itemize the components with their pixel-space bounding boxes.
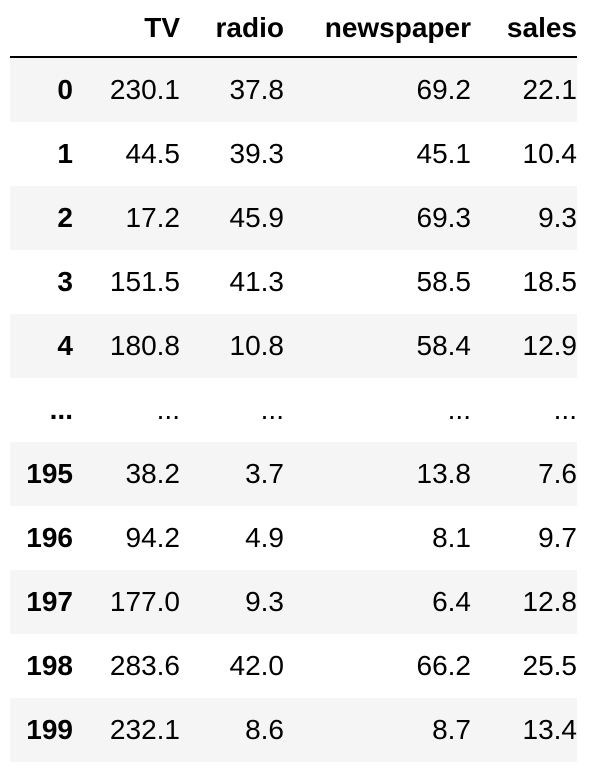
newspaper-cell: 69.3: [416, 202, 472, 233]
newspaper-cell: 66.2: [416, 650, 472, 681]
row-index-cell: 197: [26, 586, 73, 617]
sales-cell: ...: [553, 394, 577, 425]
tv-cell: 180.8: [109, 330, 180, 361]
newspaper-cell: 58.4: [416, 330, 472, 361]
newspaper-cell: 69.2: [416, 74, 472, 105]
ellipsis-row: ... ... ... ... ...: [10, 378, 577, 442]
radio-cell: 10.8: [229, 330, 285, 361]
radio-cell: ...: [260, 394, 284, 425]
tv-cell: 44.5: [125, 138, 181, 169]
table-body: 0 230.1 37.8 69.2 22.1 1 44.5 39.3 45.1 …: [10, 57, 577, 762]
newspaper-cell: 6.4: [432, 586, 471, 617]
sales-cell: 10.4: [522, 138, 578, 169]
newspaper-cell: 8.7: [432, 714, 471, 745]
tv-cell: 177.0: [109, 586, 180, 617]
table-row: 196 94.2 4.9 8.1 9.7: [10, 506, 577, 570]
table-row: 2 17.2 45.9 69.3 9.3: [10, 186, 577, 250]
newspaper-cell: ...: [447, 394, 471, 425]
row-index-cell: 2: [57, 202, 73, 233]
tv-cell: 94.2: [125, 522, 181, 553]
table-row: 3 151.5 41.3 58.5 18.5: [10, 250, 577, 314]
row-index-cell: 4: [57, 330, 73, 361]
sales-cell: 25.5: [522, 650, 578, 681]
table-row: 198 283.6 42.0 66.2 25.5: [10, 634, 577, 698]
row-index-cell: 199: [26, 714, 73, 745]
sales-cell: 12.9: [522, 330, 578, 361]
radio-cell: 41.3: [229, 266, 285, 297]
row-index-cell: 0: [57, 74, 73, 105]
sales-cell: 12.8: [522, 586, 578, 617]
table-row: 195 38.2 3.7 13.8 7.6: [10, 442, 577, 506]
table-row: 199 232.1 8.6 8.7 13.4: [10, 698, 577, 762]
row-index-cell: 198: [26, 650, 73, 681]
radio-cell: 42.0: [229, 650, 285, 681]
tv-cell: 230.1: [109, 74, 180, 105]
sales-cell: 18.5: [522, 266, 578, 297]
radio-cell: 45.9: [229, 202, 285, 233]
index-column-header: [10, 0, 73, 58]
radio-cell: 9.3: [245, 586, 284, 617]
table-row: 0 230.1 37.8 69.2 22.1: [10, 57, 577, 122]
sales-cell: 13.4: [522, 714, 578, 745]
row-index-cell: 3: [57, 266, 73, 297]
radio-cell: 39.3: [229, 138, 285, 169]
row-index-cell: 196: [26, 522, 73, 553]
tv-column-header: TV: [73, 0, 180, 58]
table-header: TV radio newspaper sales: [10, 0, 577, 58]
header-row: TV radio newspaper sales: [10, 0, 577, 58]
table-row: 4 180.8 10.8 58.4 12.9: [10, 314, 577, 378]
tv-cell: ...: [156, 394, 180, 425]
table-row: 197 177.0 9.3 6.4 12.8: [10, 570, 577, 634]
radio-cell: 4.9: [245, 522, 284, 553]
newspaper-cell: 8.1: [432, 522, 471, 553]
tv-cell: 17.2: [125, 202, 181, 233]
sales-column-header: sales: [471, 0, 577, 58]
dataframe-table: TV radio newspaper sales 0 230.1 37.8 69…: [10, 0, 577, 762]
radio-cell: 37.8: [229, 74, 285, 105]
radio-cell: 8.6: [245, 714, 284, 745]
newspaper-cell: 13.8: [416, 458, 472, 489]
tv-cell: 38.2: [125, 458, 181, 489]
sales-cell: 9.3: [538, 202, 577, 233]
row-index-cell: ...: [49, 394, 73, 425]
newspaper-cell: 45.1: [416, 138, 472, 169]
radio-cell: 3.7: [245, 458, 284, 489]
newspaper-column-header: newspaper: [284, 0, 471, 58]
row-index-cell: 195: [26, 458, 73, 489]
tv-cell: 232.1: [109, 714, 180, 745]
sales-cell: 22.1: [522, 74, 578, 105]
radio-column-header: radio: [180, 0, 284, 58]
newspaper-cell: 58.5: [416, 266, 472, 297]
row-index-cell: 1: [57, 138, 73, 169]
sales-cell: 7.6: [538, 458, 577, 489]
table-row: 1 44.5 39.3 45.1 10.4: [10, 122, 577, 186]
tv-cell: 151.5: [109, 266, 180, 297]
sales-cell: 9.7: [538, 522, 577, 553]
tv-cell: 283.6: [109, 650, 180, 681]
